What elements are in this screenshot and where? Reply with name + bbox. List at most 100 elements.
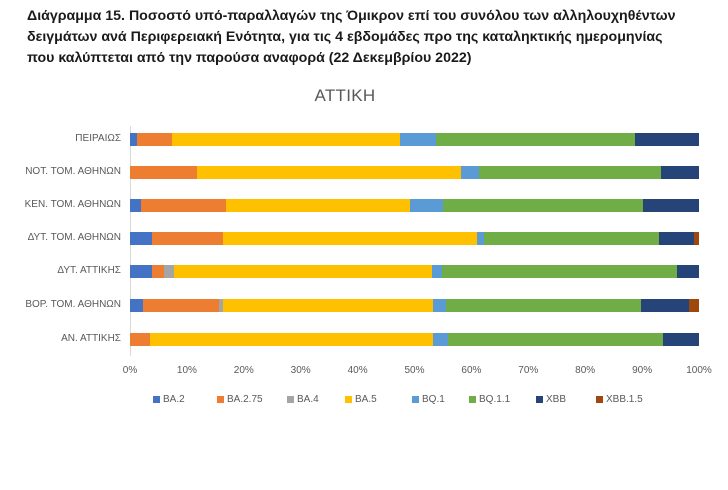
bar-segment xyxy=(693,232,699,245)
bar-segment xyxy=(662,333,699,346)
figure-caption: Διάγραμμα 15. Ποσοστό υπό-παραλλαγών της… xyxy=(27,6,717,69)
bar-segment xyxy=(446,299,642,312)
bar-segment xyxy=(130,133,137,146)
bar-segment xyxy=(222,299,434,312)
legend-swatch-icon xyxy=(153,396,160,403)
x-tick-label: 70% xyxy=(518,365,539,376)
bar-segment xyxy=(433,299,447,312)
bar-segment xyxy=(151,232,223,245)
bar-segment xyxy=(432,333,449,346)
legend-swatch-icon xyxy=(469,396,476,403)
bar-segment xyxy=(130,232,152,245)
bar-segment xyxy=(150,333,433,346)
bar-segment xyxy=(436,133,636,146)
bar-segment xyxy=(676,265,699,278)
x-tick-label: 0% xyxy=(122,365,138,376)
bar-row xyxy=(130,166,699,179)
bar-segment xyxy=(174,265,432,278)
bar-segment xyxy=(661,166,699,179)
legend-label: BA.5 xyxy=(355,394,377,405)
category-label: ΚΕΝ. ΤΟΜ. ΑΘΗΝΩΝ xyxy=(24,199,121,210)
bar-segment xyxy=(431,265,443,278)
x-tick-label: 50% xyxy=(404,365,425,376)
x-tick-label: 90% xyxy=(632,365,653,376)
legend-item: BA.5 xyxy=(345,394,377,405)
bar-segment xyxy=(410,199,444,212)
bar-segment xyxy=(130,299,143,312)
bar-segment xyxy=(130,333,151,346)
bar-segment xyxy=(400,133,437,146)
x-tick-label: 10% xyxy=(176,365,197,376)
x-tick-label: 60% xyxy=(461,365,482,376)
bar-segment xyxy=(141,199,227,212)
bar-segment xyxy=(151,265,164,278)
legend-item: BA.2 xyxy=(153,394,185,405)
bar-segment xyxy=(130,166,197,179)
category-label: ΠΕΙΡΑΙΩΣ xyxy=(75,133,121,144)
x-tick-label: 30% xyxy=(290,365,311,376)
legend-label: XBB xyxy=(546,394,567,405)
legend-swatch-icon xyxy=(596,396,603,403)
bar-row xyxy=(130,299,699,312)
bar-segment xyxy=(222,232,478,245)
category-label: ΔΥΤ. ΑΤΤΙΚΗΣ xyxy=(57,265,121,276)
legend-label: BA.2.75 xyxy=(227,394,263,405)
bar-segment xyxy=(641,299,689,312)
legend-swatch-icon xyxy=(536,396,543,403)
x-tick-label: 20% xyxy=(233,365,254,376)
x-tick-label: 100% xyxy=(686,365,712,376)
bar-segment xyxy=(142,299,220,312)
category-label: ΒΟΡ. ΤΟΜ. ΑΘΗΝΩΝ xyxy=(25,299,121,310)
legend-label: XBB.1.5 xyxy=(606,394,643,405)
bar-segment xyxy=(460,166,480,179)
legend-label: BA.2 xyxy=(163,394,185,405)
legend-swatch-icon xyxy=(412,396,419,403)
legend-item: XBB xyxy=(536,394,566,405)
legend-label: BQ.1.1 xyxy=(479,394,511,405)
legend-item: BA.4 xyxy=(287,394,319,405)
legend-swatch-icon xyxy=(217,396,224,403)
chart-title: ΑΤΤΙΚΗ xyxy=(314,86,376,105)
caption-line-1: Διάγραμμα 15. Ποσοστό υπό-παραλλαγών της… xyxy=(27,8,676,24)
bar-segment xyxy=(130,265,152,278)
bar-row xyxy=(130,199,699,212)
bar-segment xyxy=(196,166,461,179)
legend-label: BQ.1 xyxy=(422,394,445,405)
bar-segment xyxy=(136,133,173,146)
x-tick-label: 80% xyxy=(575,365,596,376)
legend-swatch-icon xyxy=(287,396,294,403)
legend-swatch-icon xyxy=(345,396,352,403)
bar-row xyxy=(130,265,699,278)
category-label: ΝΟΤ. ΤΟΜ. ΑΘΗΝΩΝ xyxy=(25,166,121,177)
bar-segment xyxy=(219,299,223,312)
bar-segment xyxy=(688,299,699,312)
x-tick-label: 40% xyxy=(347,365,368,376)
bar-segment xyxy=(172,133,401,146)
bar-row xyxy=(130,133,699,146)
legend-label: BA.4 xyxy=(297,394,319,405)
category-label: ΔΥΤ. ΤΟΜ. ΑΘΗΝΩΝ xyxy=(27,232,121,243)
bar-row xyxy=(130,232,699,245)
category-label: ΑΝ. ΑΤΤΙΚΗΣ xyxy=(61,333,121,344)
bar-segment xyxy=(442,265,677,278)
bar-segment xyxy=(642,199,699,212)
legend-item: BQ.1 xyxy=(412,394,445,405)
bar-segment xyxy=(477,232,484,245)
bar-segment xyxy=(443,199,643,212)
legend-item: BQ.1.1 xyxy=(469,394,510,405)
bar-row xyxy=(130,333,699,346)
legend-item: XBB.1.5 xyxy=(596,394,643,405)
legend-item: BA.2.75 xyxy=(217,394,263,405)
bar-segment xyxy=(163,265,175,278)
bar-segment xyxy=(635,133,699,146)
legend: BA.2 BA.2.75 BA.4 BA.5 BQ.1 BQ.1.1 XBB XBB.1.5 xyxy=(0,394,728,410)
bar-segment xyxy=(479,166,662,179)
bar-segment xyxy=(226,199,411,212)
bar-segment xyxy=(130,199,142,212)
bar-segment xyxy=(658,232,694,245)
plot-area xyxy=(130,126,699,356)
bar-segment xyxy=(483,232,659,245)
bar-segment xyxy=(448,333,663,346)
caption-line-3: που καλύπτεται από την παρούσα αναφορά (… xyxy=(27,50,472,66)
caption-line-2: δειγμάτων ανά Περιφερειακή Ενότητα, για … xyxy=(27,29,663,45)
